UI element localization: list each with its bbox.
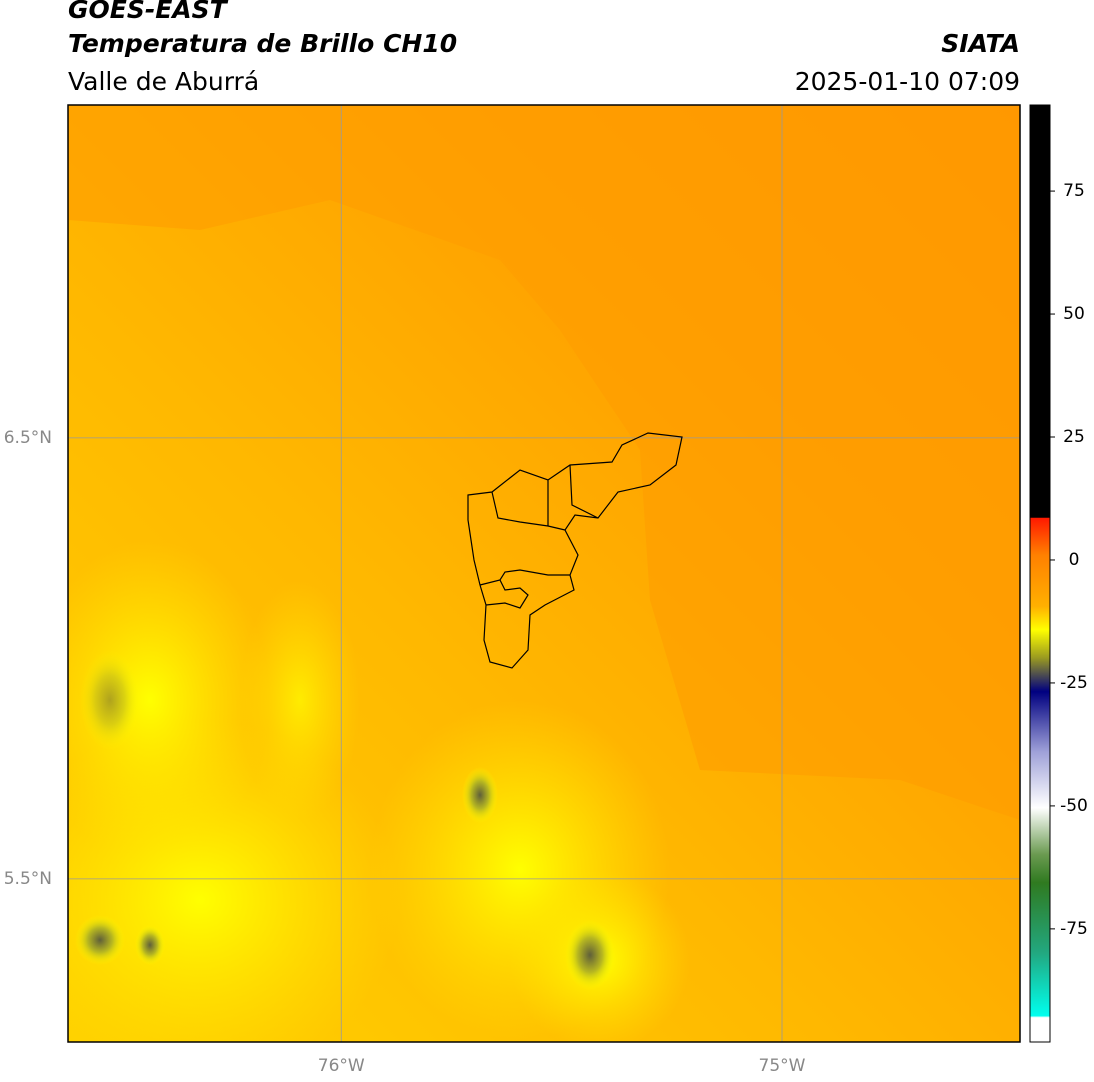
source: SIATA — [941, 29, 1020, 58]
map-frame — [67, 104, 1021, 1043]
colorbar — [1029, 104, 1051, 1043]
x-tick-label: 75°W — [759, 1056, 806, 1076]
map-image — [68, 105, 1020, 1042]
colorbar-tick-label: -75 — [1060, 919, 1088, 939]
subtitle: Temperatura de Brillo CH10 — [68, 29, 457, 58]
region: Valle de Aburrá — [68, 67, 259, 96]
colorbar-tick-label: 75 — [1063, 181, 1085, 201]
y-tick-label: 5.5°N — [4, 869, 52, 889]
datetime: 2025-01-10 07:09 — [795, 67, 1020, 96]
x-tick-label: 76°W — [318, 1056, 365, 1076]
colorbar-tick-label: -50 — [1060, 796, 1088, 816]
colorbar-tick-label: 25 — [1063, 427, 1085, 447]
colorbar-tick-label: 0 — [1069, 550, 1080, 570]
y-tick-label: 6.5°N — [4, 428, 52, 448]
colorbar-tick-label: 50 — [1063, 304, 1085, 324]
colorbar-tick-label: -25 — [1060, 673, 1088, 693]
title: GOES-EAST — [68, 0, 229, 24]
